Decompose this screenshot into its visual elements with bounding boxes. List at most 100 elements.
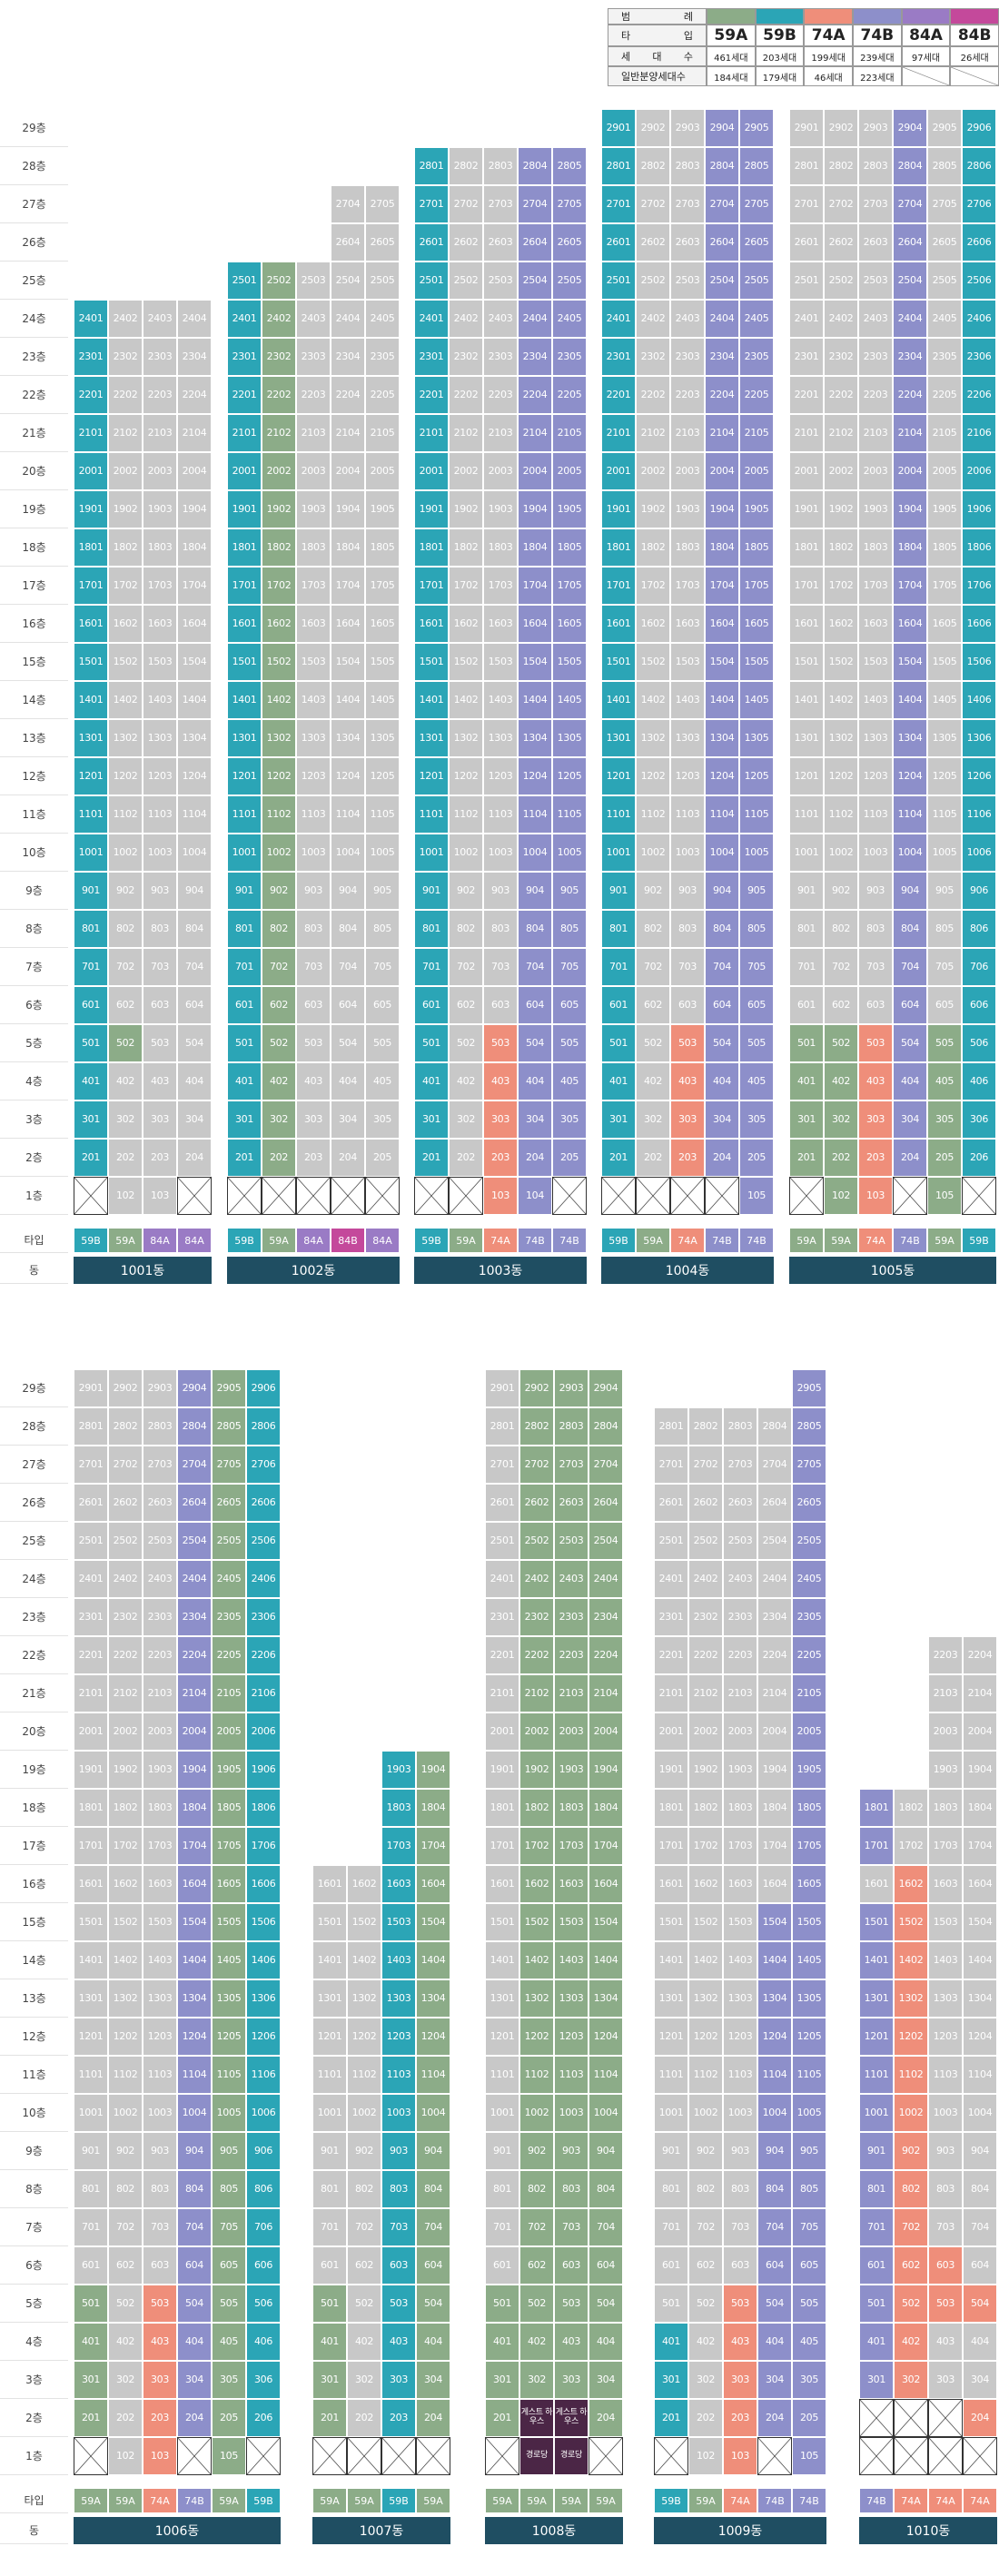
floor-label: 16층: [0, 1865, 68, 1903]
unit-cell: 904: [893, 872, 927, 910]
unit-cell: 1403: [296, 681, 331, 719]
unit-cell: 1201: [485, 2018, 519, 2056]
unit-cell: 2702: [108, 1446, 143, 1484]
unit-cell: 901: [414, 872, 449, 910]
unit-cell: 2005: [552, 452, 587, 490]
unit-cell: 1604: [518, 605, 552, 643]
unit-cell: 504: [963, 2285, 997, 2323]
unit-cell: 1402: [262, 681, 296, 719]
unit-cell: 1205: [212, 2018, 246, 2056]
unit-cell: 602: [347, 2246, 381, 2285]
unit-cell: 902: [449, 872, 483, 910]
unit-cell: 2703: [723, 1446, 757, 1484]
unit-cell: 2306: [962, 338, 996, 376]
unit-cell: 1803: [483, 528, 518, 567]
unit-cell: 1701: [227, 567, 262, 605]
unit-cell: 1103: [483, 795, 518, 834]
unit-cell: 1701: [859, 1827, 894, 1865]
unit-cell: 2504: [893, 262, 927, 300]
unit-cell: 704: [177, 948, 212, 986]
unit-cell: 2705: [552, 185, 587, 223]
unit-cell: 1504: [893, 643, 927, 681]
unit-cell: 2403: [296, 300, 331, 338]
unit-cell: 2402: [449, 300, 483, 338]
floor-label: 8층: [0, 2170, 68, 2208]
unit-cell: 2104: [893, 414, 927, 452]
unit-cell: 2405: [212, 1560, 246, 1598]
unit-cell: 2001: [601, 452, 636, 490]
unit-cell: 405: [365, 1062, 400, 1100]
unit-cell: 2906: [962, 109, 996, 147]
unit-cell: 1302: [108, 719, 143, 757]
unit-cell: 402: [636, 1062, 670, 1100]
unit-cell: 1904: [518, 490, 552, 528]
unit-cell: 701: [312, 2208, 347, 2246]
blocked-unit: [589, 2437, 623, 2475]
floor-label: 26층: [0, 1484, 68, 1522]
unit-cell: 603: [296, 986, 331, 1024]
unit-cell: 1704: [331, 567, 365, 605]
unit-cell: 1404: [177, 1941, 212, 1979]
building-name: 1003동: [414, 1257, 587, 1284]
blocked-unit: [757, 2437, 792, 2475]
unit-cell: 1604: [331, 605, 365, 643]
unit-cell: 2701: [789, 185, 824, 223]
unit-cell: 2706: [246, 1446, 281, 1484]
unit-cell: 2504: [705, 262, 739, 300]
building-name: 1006동: [74, 2517, 281, 2544]
unit-cell: 2805: [927, 147, 962, 185]
legend-type: 74A: [804, 25, 853, 46]
building-name: 1010동: [859, 2517, 997, 2544]
unit-cell: 1403: [858, 681, 893, 719]
legend-count: 203세대: [755, 46, 805, 66]
unit-cell: 704: [416, 2208, 450, 2246]
unit-cell: 2006: [962, 452, 996, 490]
unit-cell: 1704: [757, 1827, 792, 1865]
unit-cell: 802: [449, 910, 483, 948]
unit-cell: 1404: [705, 681, 739, 719]
unit-cell: 504: [589, 2285, 623, 2323]
unit-cell: 1404: [177, 681, 212, 719]
blocked-unit: [963, 2437, 997, 2475]
unit-cell: 604: [518, 986, 552, 1024]
unit-cell: 1701: [414, 567, 449, 605]
unit-cell: 2105: [739, 414, 774, 452]
unit-cell: 1902: [108, 490, 143, 528]
unit-cell: 801: [654, 2170, 688, 2208]
unit-cell: 502: [347, 2285, 381, 2323]
floor-label: 14층: [0, 681, 68, 719]
unit-cell: 1103: [143, 2056, 177, 2094]
unit-cell: 904: [177, 2132, 212, 2170]
unit-cell: 1302: [636, 719, 670, 757]
unit-cell: 2002: [262, 452, 296, 490]
unit-cell: 306: [962, 1100, 996, 1139]
unit-cell: 1905: [927, 490, 962, 528]
unit-cell: 403: [296, 1062, 331, 1100]
unit-cell: 1004: [416, 2094, 450, 2132]
unit-cell: 1602: [347, 1865, 381, 1903]
floor-label: 3층: [0, 1100, 68, 1139]
unit-cell: 2301: [74, 338, 108, 376]
unit-cell: 502: [519, 2285, 554, 2323]
unit-cell: 2803: [723, 1407, 757, 1446]
unit-cell: 1001: [859, 2094, 894, 2132]
unit-type: 84A: [143, 1228, 177, 1253]
unit-cell: 401: [789, 1062, 824, 1100]
unit-cell: 2502: [824, 262, 858, 300]
unit-type: 74A: [723, 2488, 757, 2513]
unit-cell: 1202: [108, 757, 143, 795]
unit-cell: 2301: [789, 338, 824, 376]
unit-cell: 905: [552, 872, 587, 910]
unit-cell: 1503: [554, 1903, 589, 1941]
unit-cell: 2701: [654, 1446, 688, 1484]
unit-cell: 906: [246, 2132, 281, 2170]
unit-cell: 605: [212, 2246, 246, 2285]
unit-type: 84A: [177, 1228, 212, 1253]
floor-label: 18층: [0, 528, 68, 567]
unit-cell: 602: [636, 986, 670, 1024]
unit-type: 59A: [108, 1228, 143, 1253]
unit-cell: 2601: [601, 223, 636, 262]
unit-cell: 102: [108, 1177, 143, 1215]
unit-cell: 1205: [739, 757, 774, 795]
unit-cell: 1106: [246, 2056, 281, 2094]
